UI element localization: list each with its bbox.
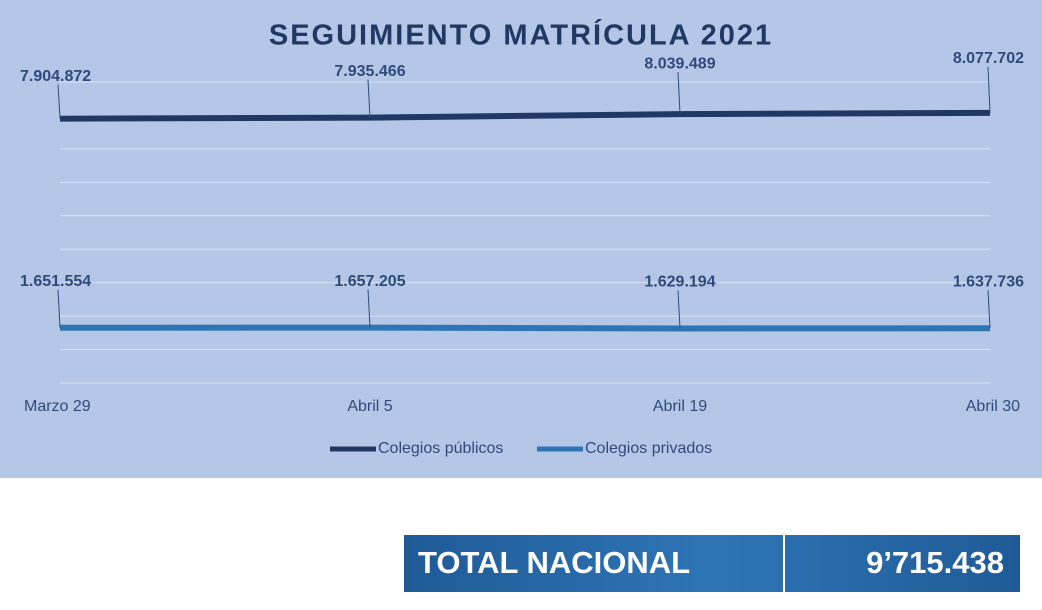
data-label: 1.629.194 — [644, 274, 715, 291]
legend-label: Colegios privados — [585, 440, 712, 457]
total-label: TOTAL NACIONAL — [418, 545, 690, 580]
data-label: 7.904.872 — [20, 68, 91, 85]
chart-title: SEGUIMIENTO MATRÍCULA 2021 — [269, 18, 773, 52]
leader-line — [367, 289, 371, 328]
data-label: 1.657.205 — [334, 273, 405, 290]
x-tick-label: Abril 19 — [653, 398, 707, 415]
total-value: 9’715.438 — [866, 545, 1004, 580]
series-line — [59, 324, 991, 332]
leader-line — [677, 72, 681, 115]
leader-line — [677, 290, 681, 329]
data-label: 8.077.702 — [953, 50, 1024, 67]
data-label: 8.039.489 — [644, 55, 715, 72]
series-line — [59, 109, 991, 122]
leader-line — [987, 66, 991, 113]
leader-line — [57, 289, 61, 328]
data-label: 1.651.554 — [20, 273, 91, 290]
legend-label: Colegios públicos — [378, 440, 503, 457]
leader-line — [57, 84, 61, 119]
leader-line — [367, 79, 371, 118]
x-tick-label: Abril 5 — [347, 398, 392, 415]
chart-background — [0, 0, 1042, 478]
data-label: 1.637.736 — [953, 273, 1024, 290]
total-box — [404, 535, 1020, 592]
x-tick-label: Abril 30 — [966, 398, 1020, 415]
leader-line — [987, 290, 991, 329]
x-tick-label: Marzo 29 — [24, 398, 91, 415]
data-label: 7.935.466 — [334, 63, 405, 80]
